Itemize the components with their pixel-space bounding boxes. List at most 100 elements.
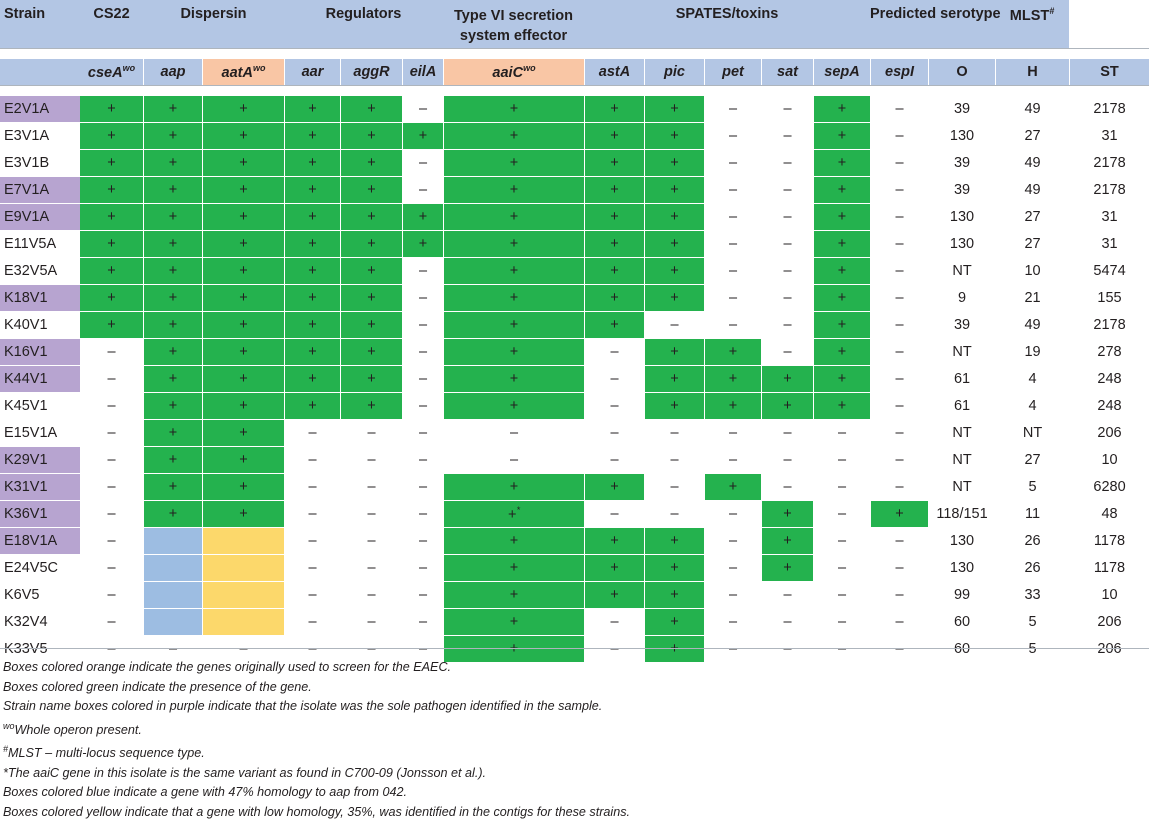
cell-eila: – — [402, 258, 443, 285]
cell-st: 2178 — [1069, 312, 1149, 339]
cell-asta: + — [584, 474, 644, 501]
footnote-orange: Boxes colored orange indicate the genes … — [3, 660, 452, 674]
cell-aaic: + — [443, 474, 584, 501]
cell-st: 5474 — [1069, 258, 1149, 285]
cell-aata: + — [202, 177, 284, 204]
cell-aaic: + — [443, 636, 584, 663]
cell-sepa: – — [813, 447, 871, 474]
cell-h: 5 — [995, 474, 1070, 501]
table-row: K44V1– + + + + – + – + + + + –61 4 248 — [0, 366, 1149, 393]
col-header-aar: aar — [284, 59, 340, 85]
cell-h: 49 — [995, 150, 1070, 177]
cell-pic: – — [644, 312, 704, 339]
strain-cell: K6V5 — [0, 582, 80, 609]
cell-aaic: + — [443, 123, 584, 150]
cell-pic: + — [644, 231, 704, 258]
cell-asta: – — [584, 420, 644, 447]
cell-aar: + — [284, 231, 340, 258]
cell-espi: – — [870, 96, 929, 123]
cell-sepa: + — [813, 150, 871, 177]
cell-sepa: – — [813, 582, 871, 609]
cell-espi: – — [870, 582, 929, 609]
cell-aap: + — [143, 204, 202, 231]
cell-pet: – — [704, 555, 761, 582]
cell-pic: + — [644, 366, 704, 393]
col-header-o: O — [928, 59, 996, 85]
cell-aaic: + — [443, 555, 584, 582]
table-row: E3V1A + + + + + + + + + – – + –130 27 31 — [0, 123, 1149, 150]
cell-csea: + — [80, 150, 143, 177]
cell-aaic: + — [443, 609, 584, 636]
cell-asta: + — [584, 150, 644, 177]
cell-aaic: + — [443, 582, 584, 609]
cell-pet: – — [704, 177, 761, 204]
cell-aap — [143, 582, 202, 609]
header-gap-row — [0, 48, 1149, 59]
cell-aggr: + — [340, 366, 402, 393]
cell-asta: – — [584, 339, 644, 366]
cell-st: 206 — [1069, 420, 1149, 447]
cell-h: 4 — [995, 366, 1070, 393]
cell-pet: – — [704, 447, 761, 474]
cell-pet: – — [704, 150, 761, 177]
cell-aar: + — [284, 150, 340, 177]
cell-csea: – — [80, 447, 143, 474]
group-header-strain: Strain — [0, 0, 80, 48]
cell-aata: + — [202, 204, 284, 231]
cell-sepa: – — [813, 501, 871, 528]
cell-aggr: – — [340, 555, 402, 582]
footnote-blue: Boxes colored blue indicate a gene with … — [3, 785, 407, 800]
col-header-st: ST — [1069, 59, 1149, 85]
cell-csea: + — [80, 258, 143, 285]
cell-sat: – — [761, 582, 813, 609]
cell-pet: – — [704, 96, 761, 123]
cell-aata: + — [202, 150, 284, 177]
table-row: K31V1– + + – – – + + – + – – – NT 5 6280 — [0, 474, 1149, 501]
cell-o: NT — [928, 474, 996, 501]
cell-aap: + — [143, 420, 202, 447]
cell-aata — [202, 582, 284, 609]
cell-st: 278 — [1069, 339, 1149, 366]
cell-eila: – — [402, 582, 443, 609]
cell-h: 26 — [995, 555, 1070, 582]
cell-sepa: + — [813, 312, 871, 339]
cell-espi: – — [870, 528, 929, 555]
table-row: K40V1 + + + + + – + + – – – + –39 49 2178 — [0, 312, 1149, 339]
cell-sepa: + — [813, 204, 871, 231]
cell-aar: + — [284, 312, 340, 339]
cell-aap: + — [143, 231, 202, 258]
cell-eila: – — [402, 447, 443, 474]
cell-aap: + — [143, 123, 202, 150]
cell-pet: – — [704, 312, 761, 339]
cell-aar: – — [284, 609, 340, 636]
cell-aaic: + — [443, 312, 584, 339]
cell-aggr: + — [340, 150, 402, 177]
cell-st: 31 — [1069, 204, 1149, 231]
cell-h: 26 — [995, 528, 1070, 555]
cell-aar: + — [284, 204, 340, 231]
table-row: K6V5– – – – + + + – – – –99 33 10 — [0, 582, 1149, 609]
cell-h: 11 — [995, 501, 1070, 528]
cell-csea: + — [80, 177, 143, 204]
cell-sepa: + — [813, 96, 871, 123]
footnote-green: Boxes colored green indicate the presenc… — [3, 679, 312, 694]
cell-pet: – — [704, 231, 761, 258]
cell-aaic: + — [443, 231, 584, 258]
cell-h: 27 — [995, 447, 1070, 474]
cell-sat: + — [761, 366, 813, 393]
cell-o: 130 — [928, 231, 996, 258]
table-row: E24V5C – – – – + + + – + – –130 26 1178 — [0, 555, 1149, 582]
cell-st: 1178 — [1069, 528, 1149, 555]
cell-espi: – — [870, 555, 929, 582]
cell-aggr: + — [340, 123, 402, 150]
cell-st: 10 — [1069, 447, 1149, 474]
table-row: K16V1– + + + + – + – + + – + – NT 19 278 — [0, 339, 1149, 366]
cell-aggr: – — [340, 420, 402, 447]
strain-cell: K29V1 — [0, 447, 80, 474]
footnote-purple: Strain name boxes colored in purple indi… — [3, 699, 603, 713]
cell-h: 10 — [995, 258, 1070, 285]
cell-aggr: – — [340, 528, 402, 555]
cell-sat: – — [761, 258, 813, 285]
cell-espi: + — [870, 501, 929, 528]
table-row: E2V1A + + + + + – + + + – – + –39 49 2178 — [0, 96, 1149, 123]
